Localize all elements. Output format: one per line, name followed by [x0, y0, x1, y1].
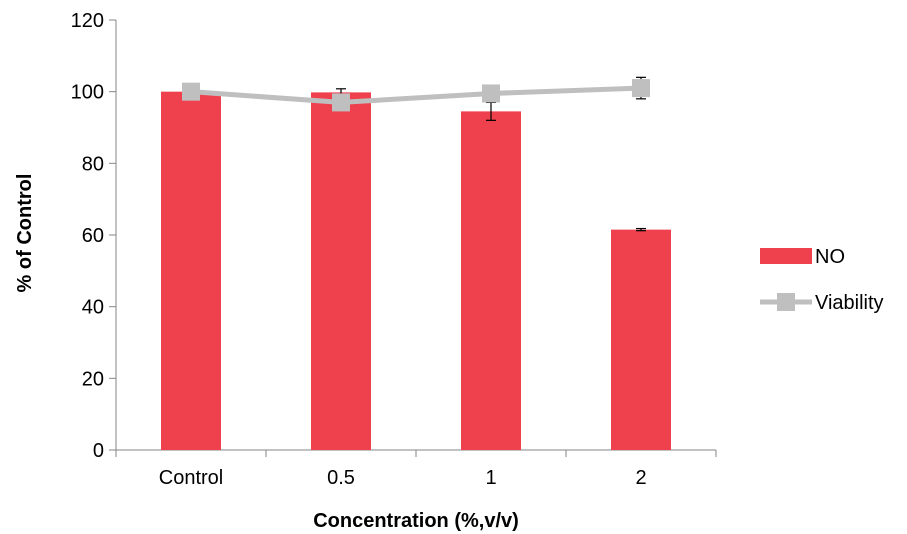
- bar: [311, 92, 371, 450]
- y-tick-label: 100: [71, 82, 104, 104]
- x-tick-label: 0.5: [327, 467, 355, 489]
- legend-label-no: NO: [815, 246, 845, 268]
- viability-marker: [182, 82, 200, 101]
- bar: [461, 111, 521, 450]
- x-axis: Control 0.5 1 2: [115, 449, 717, 489]
- viability-marker: [332, 93, 350, 112]
- bar: [611, 229, 671, 450]
- legend: NO Viability: [760, 246, 884, 314]
- y-tick-label: 40: [82, 297, 104, 319]
- y-tick-label: 80: [82, 153, 104, 175]
- y-tick-label: 0: [93, 440, 104, 462]
- viability-line: [190, 85, 642, 105]
- bar: [161, 91, 221, 451]
- legend-item-viability: Viability: [760, 292, 884, 314]
- y-tick-label: 60: [82, 225, 104, 247]
- legend-label-viability: Viability: [815, 292, 884, 314]
- line-series: [182, 79, 650, 112]
- y-axis: 0 20 40 60 80 100 120: [71, 10, 117, 462]
- legend-item-no: NO: [760, 246, 845, 268]
- x-tick-label: 1: [485, 467, 496, 489]
- viability-marker: [482, 84, 500, 103]
- y-tick-label: 20: [82, 368, 104, 390]
- bar-series: [161, 91, 671, 451]
- legend-swatch-no: [760, 248, 812, 264]
- y-tick-label: 120: [71, 10, 104, 32]
- legend-marker-viability: [777, 293, 795, 311]
- x-axis-title: Concentration (%,v/v): [313, 510, 519, 532]
- viability-marker: [632, 79, 650, 98]
- y-axis-title: % of Control: [14, 174, 36, 293]
- x-tick-label: 2: [635, 467, 646, 489]
- x-tick-label: Control: [159, 467, 223, 489]
